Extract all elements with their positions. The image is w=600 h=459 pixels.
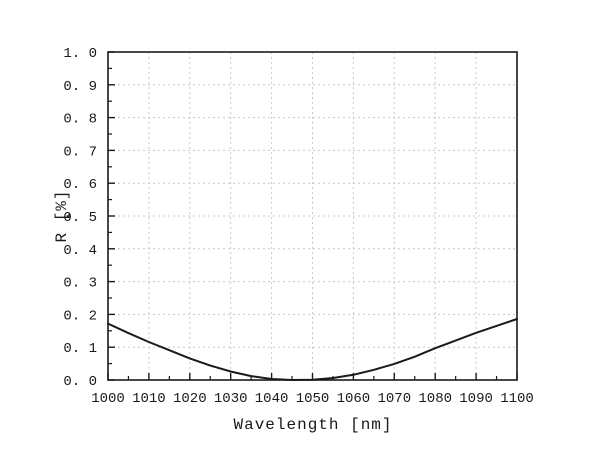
- x-tick-label: 1100: [500, 391, 534, 407]
- y-tick-label: 0. 8: [63, 112, 97, 128]
- x-tick-label: 1050: [296, 391, 330, 407]
- y-tick-label: 0. 4: [63, 243, 97, 259]
- x-tick-label: 1040: [255, 391, 289, 407]
- x-tick-label: 1090: [459, 391, 493, 407]
- y-tick-label: 0. 0: [63, 374, 97, 390]
- y-tick-label: 0. 9: [63, 79, 97, 95]
- y-tick-label: 0. 2: [63, 308, 97, 324]
- x-tick-label: 1010: [132, 391, 166, 407]
- y-axis-title: R [%]: [53, 189, 71, 242]
- y-tick-label: 0. 6: [63, 177, 97, 193]
- x-tick-label: 1060: [337, 391, 371, 407]
- x-tick-label: 1030: [214, 391, 248, 407]
- curve-layer: [107, 318, 518, 381]
- y-tick-label: 0. 1: [63, 341, 97, 357]
- x-tick-label: 1080: [418, 391, 452, 407]
- gridlines-layer: [108, 52, 517, 380]
- x-tick-label: 1070: [377, 391, 411, 407]
- reflectance-curve: [107, 318, 518, 381]
- y-tick-label: 1. 0: [63, 46, 97, 62]
- x-axis-title: Wavelength [nm]: [233, 416, 392, 434]
- y-tick-label: 0. 5: [63, 210, 97, 226]
- y-tick-label: 0. 3: [63, 276, 97, 292]
- tick-labels-layer: 1000 1010 1020 1030 1040 1050 1060 1070 1080 1090…: [63, 46, 533, 407]
- x-tick-label: 1000: [91, 391, 125, 407]
- y-tick-label: 0. 7: [63, 144, 97, 160]
- x-tick-label: 1020: [173, 391, 207, 407]
